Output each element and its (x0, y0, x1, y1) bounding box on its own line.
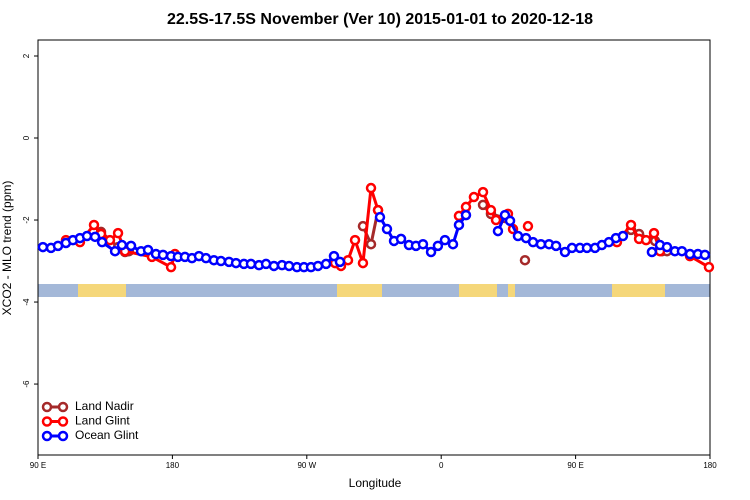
y-tick-label: 2 (22, 53, 31, 58)
y-tick-label: -6 (22, 380, 31, 388)
x-tick-label: 180 (703, 461, 717, 470)
x-tick-label: 180 (166, 461, 180, 470)
point (617, 230, 629, 242)
land-strip (337, 284, 382, 297)
point (357, 257, 369, 269)
legend-marker (41, 401, 53, 413)
legend-marker (41, 416, 53, 427)
legend-label: Land Nadir (75, 399, 134, 413)
x-tick-label: 90 E (30, 461, 46, 470)
legend-marker (41, 430, 53, 442)
point (342, 254, 354, 266)
point (268, 260, 280, 272)
point (417, 238, 429, 250)
point (245, 258, 257, 270)
point (512, 230, 524, 242)
legend-marker (57, 401, 69, 413)
point (519, 254, 531, 266)
legend-label: Land Glint (75, 414, 130, 428)
point (676, 245, 688, 257)
point (334, 256, 346, 268)
point (460, 201, 472, 213)
point (215, 255, 227, 267)
point (648, 227, 660, 239)
land-strip (459, 284, 497, 297)
point (312, 260, 324, 272)
point (460, 209, 472, 221)
point (395, 233, 407, 245)
point (640, 234, 652, 246)
point (699, 249, 711, 261)
point (365, 182, 377, 194)
point (365, 238, 377, 250)
point (447, 238, 459, 250)
point (550, 240, 562, 252)
point (581, 242, 593, 254)
point (492, 225, 504, 237)
point (453, 219, 465, 231)
legend-marker (57, 430, 69, 442)
point (88, 219, 100, 231)
point (125, 240, 137, 252)
point (89, 231, 101, 243)
legend-label: Ocean Glint (75, 428, 139, 442)
point (374, 211, 386, 223)
point (96, 236, 108, 248)
x-tick-label: 90 W (297, 461, 316, 470)
point (112, 227, 124, 239)
point (485, 204, 497, 216)
point (468, 191, 480, 203)
point (116, 239, 128, 251)
point (425, 246, 437, 258)
chart-title: 22.5S-17.5S November (Ver 10) 2015-01-01… (167, 11, 593, 28)
y-tick-label: -4 (22, 298, 31, 306)
point (477, 186, 489, 198)
x-axis-label: Longitude (349, 476, 402, 490)
point (165, 261, 177, 273)
point (661, 241, 673, 253)
y-tick-label: 0 (22, 135, 31, 140)
x-tick-label: 0 (439, 461, 444, 470)
point (625, 219, 637, 231)
point (703, 261, 715, 273)
point (320, 258, 332, 270)
x-tick-label: 90 E (567, 461, 583, 470)
land-strip (612, 284, 665, 297)
point (283, 260, 295, 272)
y-axis-label: XCO2 - MLO trend (ppm) (0, 181, 14, 316)
point (432, 240, 444, 252)
point (490, 214, 502, 226)
point (381, 223, 393, 235)
point (81, 230, 93, 242)
land-mask (38, 284, 710, 297)
point (535, 238, 547, 250)
point (157, 249, 169, 261)
y-tick-label: -2 (22, 216, 31, 224)
point (504, 215, 516, 227)
point (142, 244, 154, 256)
point (349, 234, 361, 246)
point (328, 250, 340, 262)
land-strip (508, 284, 515, 297)
point (439, 234, 451, 246)
land-strip (78, 284, 126, 297)
point (522, 220, 534, 232)
legend-marker (57, 416, 69, 427)
point (109, 245, 121, 257)
point (646, 246, 658, 258)
point (37, 241, 49, 253)
